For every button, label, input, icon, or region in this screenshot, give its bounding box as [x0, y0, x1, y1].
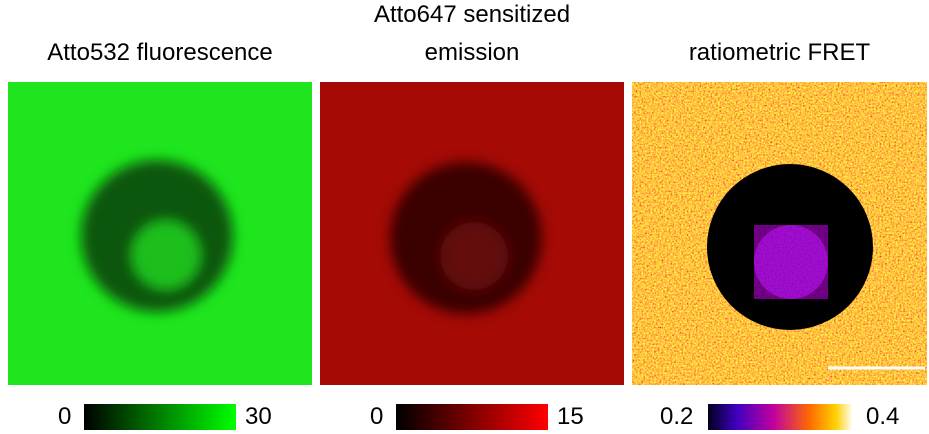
colorbar-max: 30 [245, 403, 272, 430]
colorbar-min: 0 [58, 403, 72, 430]
panel-title: Atto532 fluorescence [47, 39, 273, 66]
fluorescence-image [8, 82, 312, 385]
colorbar [708, 404, 853, 430]
colorbar [84, 404, 236, 430]
emission-image [320, 82, 624, 385]
colorbar-min: 0 [370, 403, 384, 430]
colorbar-max: 15 [557, 403, 584, 430]
colorbar-min: 0.2 [660, 403, 694, 430]
fret-image [632, 82, 927, 385]
panel-title: Atto647 sensitized emission [373, 1, 571, 66]
colorbar [396, 404, 548, 430]
panel-title: ratiometric FRET [688, 39, 871, 66]
colorbar-max: 0.4 [866, 403, 900, 430]
